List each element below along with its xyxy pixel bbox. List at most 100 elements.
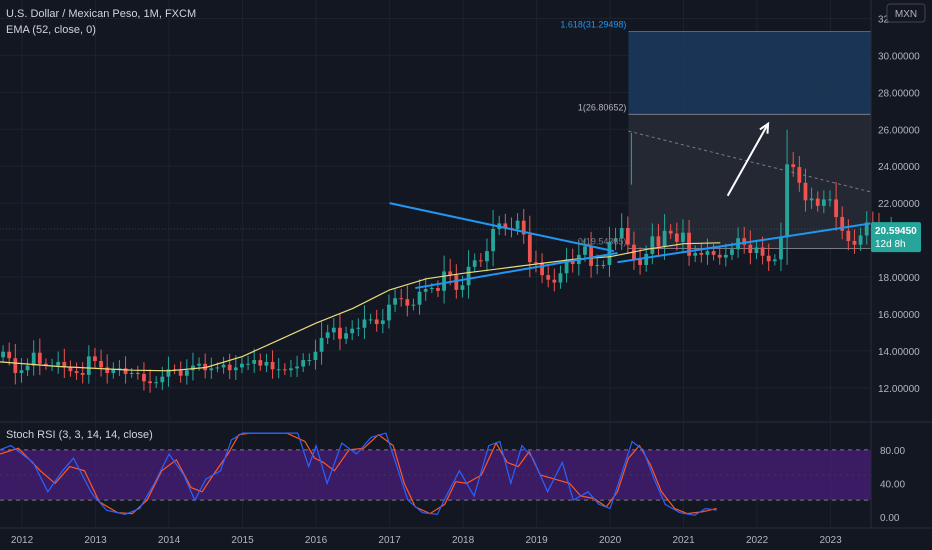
candle-body-117: [717, 254, 722, 258]
candle-body-123: [754, 247, 759, 253]
candle-body-16: [99, 360, 103, 368]
price-tick-label-0: 12.00000: [878, 384, 920, 395]
candle-body-34: [209, 368, 214, 371]
forecast-arrow[interactable]: [726, 121, 770, 197]
time-tick-label-4: 2016: [305, 535, 328, 546]
candle-body-44: [270, 361, 275, 370]
symbol-title[interactable]: U.S. Dollar / Mexican Peso, 1M, FXCM: [6, 8, 196, 20]
candle-body-21: [129, 372, 134, 374]
ema-legend[interactable]: EMA (52, close, 0): [6, 24, 96, 36]
currency-label: MXN: [895, 9, 917, 20]
candle-body-70: [429, 288, 434, 290]
price-tick-label-1: 14.00000: [878, 347, 920, 358]
candle-body-114: [699, 252, 704, 255]
candle-body-135: [828, 199, 832, 201]
candle-body-128: [785, 164, 789, 238]
candle-body-61: [374, 319, 379, 325]
candle-body-111: [681, 232, 685, 242]
candle-body-43: [264, 361, 269, 366]
candle-body-132: [809, 198, 814, 201]
candle-body-63: [387, 304, 391, 321]
candle-body-15: [93, 356, 97, 361]
candle-body-3: [19, 370, 24, 373]
candle-body-55: [338, 327, 342, 339]
candle-body-12: [74, 371, 79, 373]
candle-body-42: [258, 360, 263, 366]
candle-body-138: [846, 230, 851, 241]
candle-body-77: [472, 260, 477, 267]
fib-1618-label: 1.618(31.29498): [560, 19, 626, 29]
candle-body-13: [80, 372, 85, 375]
candle-body-87: [534, 262, 538, 264]
candle-body-79: [485, 251, 489, 262]
candle-body-108: [662, 230, 667, 247]
time-tick-label-9: 2021: [672, 535, 695, 546]
price-tick-label-9: 30.00000: [878, 51, 920, 62]
candle-body-40: [246, 363, 250, 365]
candle-body-56: [344, 333, 348, 339]
time-tick-label-6: 2018: [452, 535, 475, 546]
candle-body-52: [319, 337, 324, 352]
candle-body-20: [123, 368, 128, 374]
time-axis[interactable]: 2012 2013 2014 2015 2016 2017 2018 2019 2020 2021…: [11, 535, 842, 546]
candle-body-136: [834, 199, 838, 217]
candle-body-137: [840, 216, 845, 231]
candle-body-62: [380, 320, 385, 325]
bar-countdown: 12d 8h: [875, 239, 906, 250]
osc-tick-label-2: 80.00: [880, 446, 905, 457]
price-tick-label-5: 22.00000: [878, 199, 920, 210]
candle-body-139: [852, 240, 857, 245]
oscillator-axis[interactable]: 0.00 40.00 80.00: [880, 446, 905, 524]
candle-body-24: [148, 381, 152, 384]
candle-body-122: [748, 244, 753, 253]
candle-body-9: [56, 361, 61, 366]
candle-body-10: [62, 361, 67, 368]
candle-body-67: [411, 304, 416, 306]
forecast-arrow-head: [759, 121, 770, 134]
candle-body-17: [105, 367, 110, 373]
triangle-lower-trendline[interactable]: [415, 251, 618, 290]
time-tick-label-7: 2019: [525, 535, 548, 546]
candle-body-121: [742, 238, 747, 245]
candle-body-100: [613, 238, 618, 242]
candle-body-126: [772, 259, 777, 262]
candle-body-37: [227, 364, 232, 371]
fib-0-label: 0(19.54365): [578, 236, 627, 246]
triangle-upper-trendline[interactable]: [389, 202, 614, 253]
candle-body-113: [693, 252, 698, 256]
fib-1-label: 1(26.80652): [578, 102, 627, 112]
candle-body-102: [625, 228, 630, 245]
candle-body-66: [405, 299, 410, 306]
stoch-rsi-legend[interactable]: Stoch RSI (3, 3, 14, 14, close): [6, 429, 153, 441]
candle-body-36: [221, 364, 226, 368]
candle-body-80: [491, 228, 495, 252]
long-support-trendline[interactable]: [617, 222, 872, 264]
fib-retracement-zone: [628, 114, 871, 249]
candle-body-101: [619, 228, 624, 239]
candle-body-65: [399, 298, 404, 300]
stoch-rsi-band: [0, 449, 871, 501]
candle-body-59: [362, 319, 367, 328]
osc-tick-label-1: 40.00: [880, 479, 905, 490]
stoch-k-line: [0, 432, 717, 516]
candle-body-58: [356, 327, 361, 329]
candle-body-32: [197, 363, 201, 366]
candle-body-46: [282, 369, 287, 371]
candle-body-51: [313, 351, 318, 361]
candle-body-96: [589, 246, 593, 266]
candle-body-141: [864, 222, 869, 236]
candle-body-7: [44, 363, 48, 366]
candle-body-134: [821, 199, 826, 206]
candle-body-35: [215, 367, 220, 369]
candle-body-26: [160, 376, 165, 383]
currency-button[interactable]: [886, 3, 926, 23]
price-tick-label-6: 24.00000: [878, 162, 920, 173]
last-price-badge: 20.59450 12d 8h: [871, 222, 921, 253]
candle-body-30: [184, 370, 189, 376]
candle-body-119: [730, 249, 734, 255]
price-tick-label-3: 18.00000: [878, 273, 920, 284]
fib-extension-zone: [628, 31, 871, 115]
candle-body-125: [766, 255, 771, 262]
candle-body-47: [289, 368, 293, 371]
candle-body-118: [723, 254, 728, 258]
